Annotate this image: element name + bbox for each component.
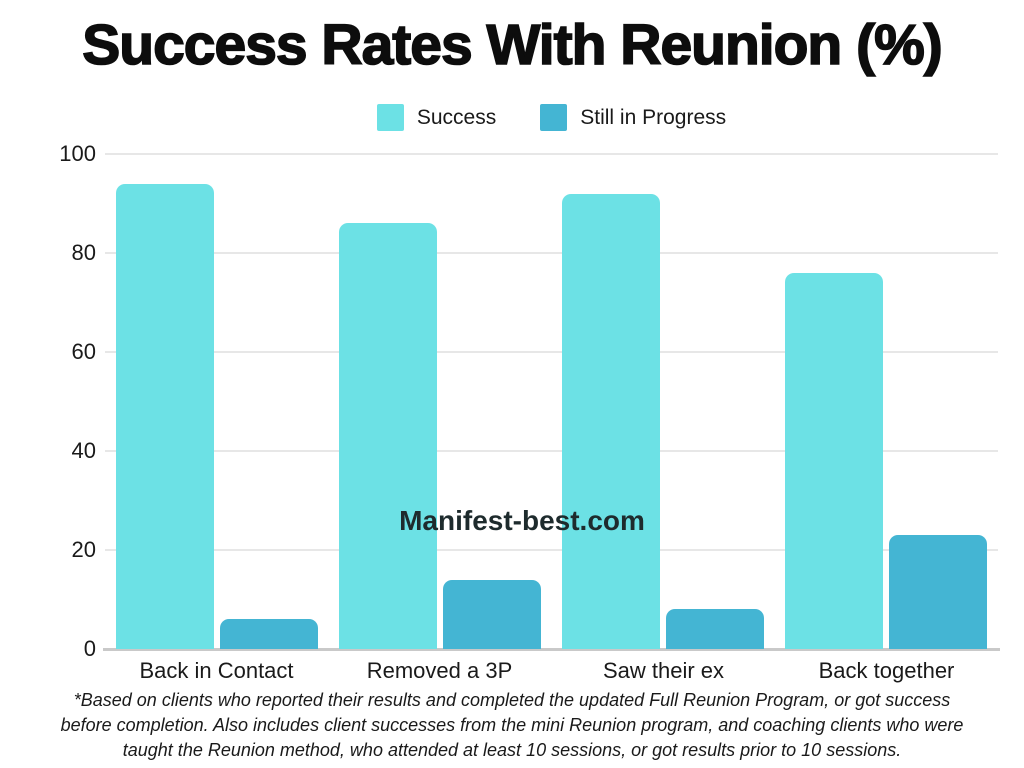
x-category-label-back-together: Back together — [818, 658, 955, 683]
gridline-40 — [105, 450, 998, 452]
bar-success-back-in-contact — [116, 184, 214, 649]
bar-success-removed-a-3p — [339, 223, 437, 649]
y-tick-label-60: 60 — [71, 339, 96, 364]
y-tick-label-80: 80 — [71, 240, 96, 265]
y-tick-label-40: 40 — [71, 438, 96, 463]
gridline-80 — [105, 252, 998, 254]
footnote-line-2: before completion. Also includes client … — [60, 715, 964, 735]
bar-still-in-progress-removed-a-3p — [443, 580, 541, 649]
y-tick-label-20: 20 — [71, 537, 96, 562]
x-category-label-saw-their-ex: Saw their ex — [602, 658, 725, 683]
chart-title: Success Rates With Reunion (%) — [81, 12, 943, 78]
bar-still-in-progress-back-together — [889, 535, 987, 649]
footnote-line-1: *Based on clients who reported their res… — [73, 690, 951, 710]
legend-label-success: Success — [416, 105, 497, 129]
y-tick-label-100: 100 — [59, 141, 96, 166]
legend-label-still-in-progress: Still in Progress — [580, 105, 727, 129]
y-tick-label-0: 0 — [83, 636, 96, 661]
legend-item-still-in-progress: Still in Progress — [540, 104, 726, 131]
x-axis-line — [103, 648, 1000, 651]
x-category-label-back-in-contact: Back in Contact — [139, 658, 294, 683]
footnote: *Based on clients who reported their res… — [0, 688, 1024, 763]
legend-swatch-still-in-progress — [540, 104, 568, 131]
watermark-text: Manifest-best.com — [399, 505, 645, 536]
bar-success-back-together — [785, 273, 883, 649]
footnote-line-3: taught the Reunion method, who attended … — [122, 740, 902, 760]
legend: Success Still in Progress — [105, 104, 998, 131]
legend-swatch-success — [376, 104, 404, 131]
bar-still-in-progress-back-in-contact — [220, 619, 318, 649]
gridline-60 — [105, 351, 998, 353]
gridline-20 — [105, 549, 998, 551]
bar-success-saw-their-ex — [562, 194, 660, 649]
bar-still-in-progress-saw-their-ex — [666, 609, 764, 649]
gridline-100 — [105, 153, 998, 155]
x-category-label-removed-a-3p: Removed a 3P — [366, 658, 513, 683]
legend-item-success: Success — [376, 104, 497, 131]
